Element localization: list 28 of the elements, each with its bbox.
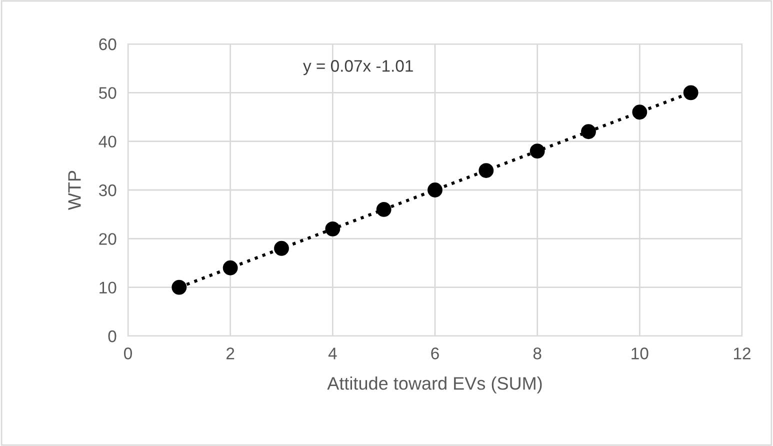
point: [274, 240, 289, 256]
point: [530, 144, 545, 159]
point: [222, 260, 238, 276]
point: [325, 221, 340, 236]
y-tick-label: 50: [99, 87, 116, 99]
y-tick-label: 40: [98, 136, 116, 148]
y-axis-title: WTP: [68, 170, 81, 210]
annotation: y = 0.07x -1.01: [303, 60, 413, 76]
point: [428, 182, 442, 198]
y-tick-label: 30: [98, 184, 116, 196]
y-tick-label: 20: [99, 233, 116, 245]
y-tick-label: 10: [100, 282, 116, 294]
y-tick-label: 0: [108, 330, 116, 342]
x-tick-label: 12: [734, 348, 750, 360]
point: [376, 202, 392, 217]
x-tick-label: 6: [431, 348, 439, 360]
x-tick-label: 2: [226, 348, 234, 360]
x-tick-label: 0: [124, 348, 132, 360]
x-tick-label: 8: [533, 348, 542, 360]
point: [632, 104, 648, 120]
point: [478, 163, 494, 178]
y-tick-label: 60: [99, 38, 116, 50]
point: [581, 124, 596, 140]
x-tick-label: 10: [632, 348, 648, 360]
x-tick-label: 4: [328, 348, 337, 360]
point: [683, 85, 698, 100]
point: [172, 280, 187, 295]
x-axis-title: Attitude toward EVs (SUM): [327, 376, 542, 394]
